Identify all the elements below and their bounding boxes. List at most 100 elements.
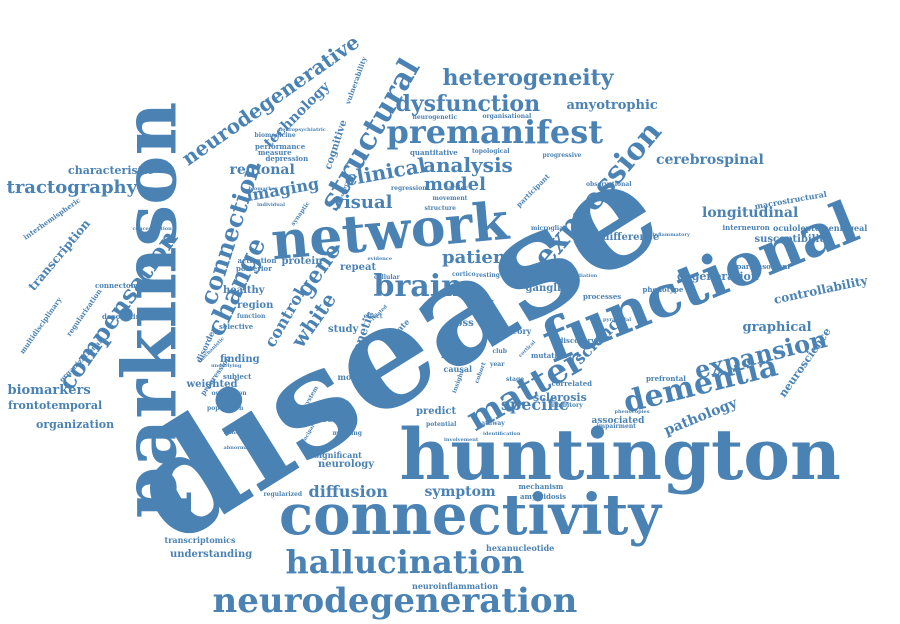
word-resting: resting [476, 272, 500, 279]
word-neurogenetic: neurogenetic [412, 114, 458, 121]
word-oculoleptomeningeal: oculoleptomeningeal [773, 223, 868, 233]
word-posterior: posterior [236, 263, 272, 273]
word-regional: regional [229, 162, 295, 178]
word-carrier: carrier [444, 185, 468, 192]
word-multidisciplinary: multidisciplinary [17, 294, 63, 356]
word-subject: subject [223, 371, 252, 381]
word-region: region [237, 300, 274, 311]
word-potential: potential [426, 421, 457, 428]
word-discovery: discovery [558, 335, 596, 345]
word-population: population [207, 405, 244, 412]
word-hallucination: hallucination [285, 543, 525, 581]
word-depressive: depressive [595, 193, 631, 200]
word-theory: theory [502, 326, 532, 336]
word-activation: activation [237, 255, 277, 265]
word-human: human [445, 281, 477, 291]
word-individual: individual [257, 201, 286, 208]
word-neurodegeneration: neurodegeneration [212, 581, 578, 621]
word-inflammatory: inflammatory [652, 231, 690, 238]
word-connectome: connectome [95, 280, 143, 290]
word-tractography: tractography [6, 177, 138, 198]
word-study: study [328, 324, 359, 335]
word-parkinsonism: parkinsonism [736, 261, 790, 271]
word-dysfunction: dysfunction [395, 91, 541, 117]
word-sclerosis: sclerosis [533, 390, 587, 404]
word-concentration: concentration [132, 225, 172, 232]
word-weighted: weighted [186, 379, 238, 390]
word-organisational: organisational [482, 113, 532, 120]
word-impairment: impairment [596, 423, 636, 430]
word-motor: motor [337, 372, 365, 382]
word-identification: identification [483, 430, 521, 437]
word-causal: causal [443, 364, 473, 374]
word-pyramidal: pyramidal [603, 316, 632, 323]
word-oscillation: oscillation [211, 390, 247, 397]
word-visual: visual [333, 192, 393, 213]
word-observational: observational [586, 181, 632, 188]
word-neuropsychiatric: neuropsychiatric [278, 126, 326, 133]
word-vulnerability: vulnerability [343, 55, 369, 105]
word-quantitative: quantitative [410, 147, 458, 157]
word-connectivity: connectivity [279, 482, 661, 548]
word-graphical: graphical [742, 319, 812, 335]
word-depression: depression [265, 153, 309, 163]
word-neuroinflammation: neuroinflammation [412, 581, 499, 591]
word-frontotemporal: frontotemporal [8, 398, 103, 412]
word-organization: organization [36, 417, 115, 431]
word-structure: structure [424, 205, 456, 212]
word-loss: loss [452, 318, 474, 329]
word-cortico: cortico [452, 271, 476, 278]
word-finding: finding [220, 354, 260, 365]
word-regression: regression [391, 185, 427, 192]
word-involvement: involvement [444, 436, 479, 443]
word-susceptibility: susceptibility [754, 234, 830, 245]
word-neurology: neurology [318, 459, 375, 470]
word-characteristic: characteristic [68, 163, 154, 177]
word-amyloidosis: amyloidosis [520, 491, 567, 501]
word-basal: basal [441, 350, 465, 360]
word-huntington: huntington [399, 413, 841, 496]
word-biomarkers: biomarkers [7, 382, 91, 398]
word-abnormalities: abnormalities [223, 444, 263, 451]
word-transcriptomics: transcriptomics [164, 535, 236, 545]
word-difference: difference [602, 232, 660, 243]
word-underlying: underlying [211, 362, 242, 369]
word-specific: specific [501, 395, 569, 414]
word-diffusion: diffusion [308, 482, 388, 501]
word-healthy: healthy [223, 285, 265, 296]
word-correlated: correlated [551, 378, 593, 388]
word-year: year [490, 361, 505, 368]
word-inhibitory: inhibitory [549, 402, 583, 409]
word-mediation: mediation [569, 272, 598, 279]
word-heterogeneity: heterogeneity [442, 65, 614, 91]
word-mapping: mapping [332, 430, 362, 437]
word-transthyretin: transthyretin [223, 429, 261, 436]
word-associated: associated [591, 415, 645, 426]
word-mechanism: mechanism [518, 481, 564, 491]
word-biomedicine: biomedicine [254, 132, 296, 139]
word-model: model [424, 174, 486, 195]
word-pathway: pathway [477, 420, 505, 427]
word-performance: performance [255, 141, 306, 151]
word-mutation: mutation [531, 350, 567, 360]
word-measure: measure [258, 147, 292, 157]
word-stage: stage [506, 376, 525, 383]
word-movement: movement [432, 195, 468, 202]
word-longitudinal: longitudinal [702, 205, 799, 221]
word-regularized: regularized [263, 491, 303, 498]
word-predict: predict [416, 406, 457, 417]
word-repeat: repeat [340, 262, 377, 273]
word-function: function [237, 313, 266, 320]
word-brain: brain [373, 269, 463, 304]
word-protein: protein [281, 256, 323, 267]
word-decoupling: decoupling [102, 311, 146, 321]
word-prefrontal: prefrontal [646, 373, 686, 383]
word-understanding: understanding [170, 549, 253, 560]
word-topological: topological [472, 148, 510, 155]
word-evidence: evidence [367, 255, 393, 262]
word-symptom: symptom [424, 484, 496, 500]
word-processes: processes [583, 291, 622, 301]
word-amyotrophic: amyotrophic [566, 97, 658, 113]
word-significant: significant [314, 450, 362, 460]
